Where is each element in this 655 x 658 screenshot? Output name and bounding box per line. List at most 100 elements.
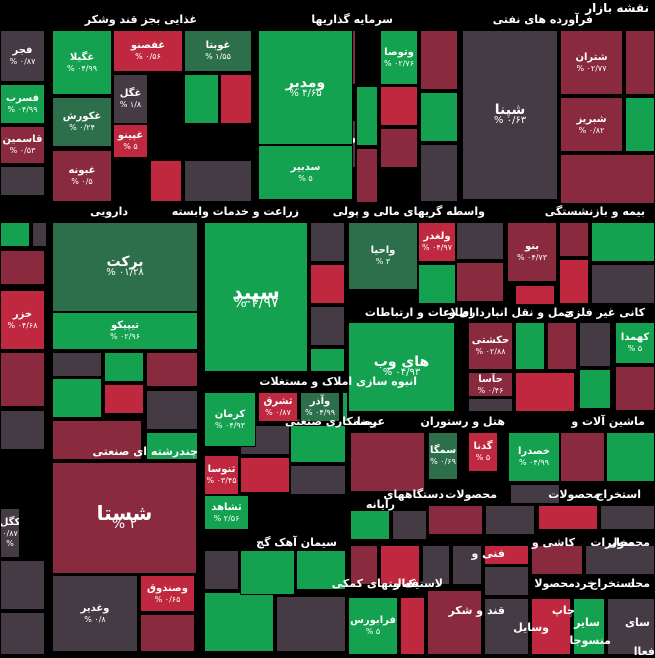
stock-tile[interactable] <box>392 510 427 540</box>
stock-tile[interactable]: ومدیر ۴/۶۵ % <box>258 30 353 145</box>
stock-tile[interactable] <box>418 264 456 304</box>
stock-tile[interactable] <box>310 306 345 346</box>
stock-tile[interactable]: غپینو ۵ % <box>113 124 148 158</box>
stock-tile[interactable] <box>560 154 655 204</box>
stock-tile[interactable]: وتوصا ۰۲/۷۶ % <box>380 30 418 85</box>
stock-tile[interactable]: حکشتی ۰۲/۸۸ % <box>468 322 513 370</box>
stock-tile[interactable] <box>32 222 47 247</box>
stock-tile[interactable] <box>515 285 555 305</box>
stock-tile[interactable] <box>0 250 45 285</box>
stock-tile[interactable] <box>452 545 482 585</box>
stock-tile[interactable] <box>625 97 655 152</box>
stock-tile[interactable]: واحیا ۳ % <box>348 222 418 290</box>
stock-tile[interactable] <box>515 372 575 412</box>
stock-tile[interactable] <box>456 262 504 302</box>
stock-tile[interactable] <box>559 259 589 304</box>
stock-tile[interactable] <box>531 598 571 655</box>
stock-tile[interactable]: سمگا ۰/۶۹ % <box>428 432 458 480</box>
stock-tile[interactable] <box>184 160 252 202</box>
stock-tile[interactable] <box>240 457 290 493</box>
stock-tile[interactable] <box>559 222 589 257</box>
stock-tile[interactable] <box>240 550 295 595</box>
stock-tile[interactable] <box>484 566 529 596</box>
stock-tile[interactable] <box>585 545 655 575</box>
stock-tile[interactable] <box>427 590 482 655</box>
stock-tile[interactable] <box>380 128 418 168</box>
stock-tile[interactable] <box>0 410 45 450</box>
stock-tile[interactable] <box>400 597 425 655</box>
stock-tile[interactable]: قاسمین ۰/۵۳ % <box>0 126 45 164</box>
stock-tile[interactable] <box>104 384 144 414</box>
stock-tile[interactable] <box>420 144 458 202</box>
stock-tile[interactable] <box>290 425 346 463</box>
stock-tile[interactable]: ولغدر ۰۴/۹۷ % <box>418 222 456 262</box>
stock-tile[interactable] <box>204 550 239 590</box>
stock-tile[interactable]: سدبیر ۵ % <box>258 145 353 200</box>
stock-tile[interactable] <box>422 545 450 585</box>
stock-tile[interactable] <box>606 432 655 482</box>
stock-tile[interactable] <box>204 592 274 652</box>
stock-tile[interactable]: سپید ۴/۹۷ % <box>204 222 308 372</box>
stock-tile[interactable]: شبریز ۰/۸۲ % <box>560 97 623 152</box>
stock-tile[interactable] <box>380 86 418 126</box>
stock-tile[interactable]: کرمان ۰۴/۹۳ % <box>204 392 256 447</box>
stock-tile[interactable] <box>310 222 345 262</box>
stock-tile[interactable]: غگیلا ۰۴/۹۹ % <box>52 30 112 95</box>
stock-tile[interactable] <box>0 222 30 247</box>
stock-tile[interactable] <box>150 160 182 202</box>
stock-tile[interactable]: غگل ۱/۸ % <box>113 74 148 124</box>
stock-tile[interactable]: فسرب ۰۴/۹۹ % <box>0 84 45 124</box>
stock-tile[interactable]: ثنوسا ۰۳/۴۵ % <box>204 455 239 495</box>
stock-tile[interactable] <box>510 484 560 504</box>
stock-tile[interactable]: شتران ۰۲/۷۷ % <box>560 30 623 95</box>
stock-tile[interactable] <box>484 545 529 565</box>
stock-tile[interactable] <box>104 352 144 382</box>
stock-tile[interactable] <box>350 510 390 540</box>
stock-tile[interactable] <box>184 74 219 124</box>
stock-tile[interactable] <box>146 390 198 430</box>
stock-tile[interactable]: خصدرا ۰۴/۹۹ % <box>508 432 560 482</box>
stock-tile[interactable]: فجر ۰/۸۷ % <box>0 30 45 82</box>
stock-tile[interactable]: گدنا ۵ % <box>468 432 498 472</box>
stock-tile[interactable] <box>0 352 45 407</box>
stock-tile[interactable]: شپنا ۰/۶۳ % <box>462 30 558 200</box>
stock-tile[interactable] <box>0 612 45 655</box>
stock-tile[interactable] <box>290 465 346 495</box>
stock-tile[interactable] <box>0 166 45 196</box>
stock-tile[interactable] <box>342 392 348 422</box>
stock-tile[interactable] <box>484 598 529 655</box>
stock-tile[interactable] <box>547 322 577 370</box>
stock-tile[interactable] <box>350 432 425 492</box>
stock-tile[interactable] <box>560 432 605 482</box>
stock-tile[interactable] <box>52 378 102 418</box>
stock-tile[interactable] <box>52 352 102 377</box>
stock-tile[interactable] <box>310 264 345 304</box>
stock-tile[interactable]: بنو ۰۴/۷۳ % <box>507 222 557 282</box>
stock-tile[interactable]: تیپیکو ۰۲/۹۶ % <box>52 312 198 350</box>
stock-tile[interactable] <box>420 92 458 142</box>
stock-tile[interactable]: شستا ۲ % <box>52 462 197 574</box>
stock-tile[interactable] <box>591 222 655 262</box>
stock-tile[interactable]: فرابورس ۵ % <box>348 597 398 655</box>
stock-tile[interactable]: وآذر ۰۴/۹۹ % <box>300 392 340 422</box>
stock-tile[interactable]: غوبتا ۱/۵۵ % <box>184 30 252 72</box>
stock-tile[interactable]: ثشاهد ۲/۵۶ % <box>204 495 249 530</box>
stock-tile[interactable] <box>276 596 346 652</box>
stock-tile[interactable]: غفصنو ۰/۵۶ % <box>113 30 183 72</box>
stock-tile[interactable] <box>591 264 655 304</box>
stock-tile[interactable] <box>428 505 483 535</box>
stock-tile[interactable]: کگل ۰/۸۷ % <box>0 508 20 558</box>
stock-tile[interactable]: کهمدا ۵ % <box>615 322 655 364</box>
stock-tile[interactable]: برکت ۰۱/۲۸ % <box>52 222 198 312</box>
stock-tile[interactable]: حآسا ۰/۴۶ % <box>468 372 513 397</box>
stock-tile[interactable]: وصندوق ۰/۶۵ % <box>140 575 195 612</box>
stock-tile[interactable] <box>456 222 504 260</box>
stock-tile[interactable]: غکورش ۰/۲۴ % <box>52 97 112 147</box>
stock-tile[interactable] <box>380 545 420 585</box>
stock-tile[interactable] <box>600 505 655 530</box>
stock-tile[interactable] <box>220 74 252 124</box>
stock-tile[interactable] <box>350 545 378 585</box>
stock-tile[interactable] <box>485 505 535 535</box>
stock-tile[interactable] <box>579 322 611 367</box>
stock-tile[interactable] <box>625 30 655 95</box>
